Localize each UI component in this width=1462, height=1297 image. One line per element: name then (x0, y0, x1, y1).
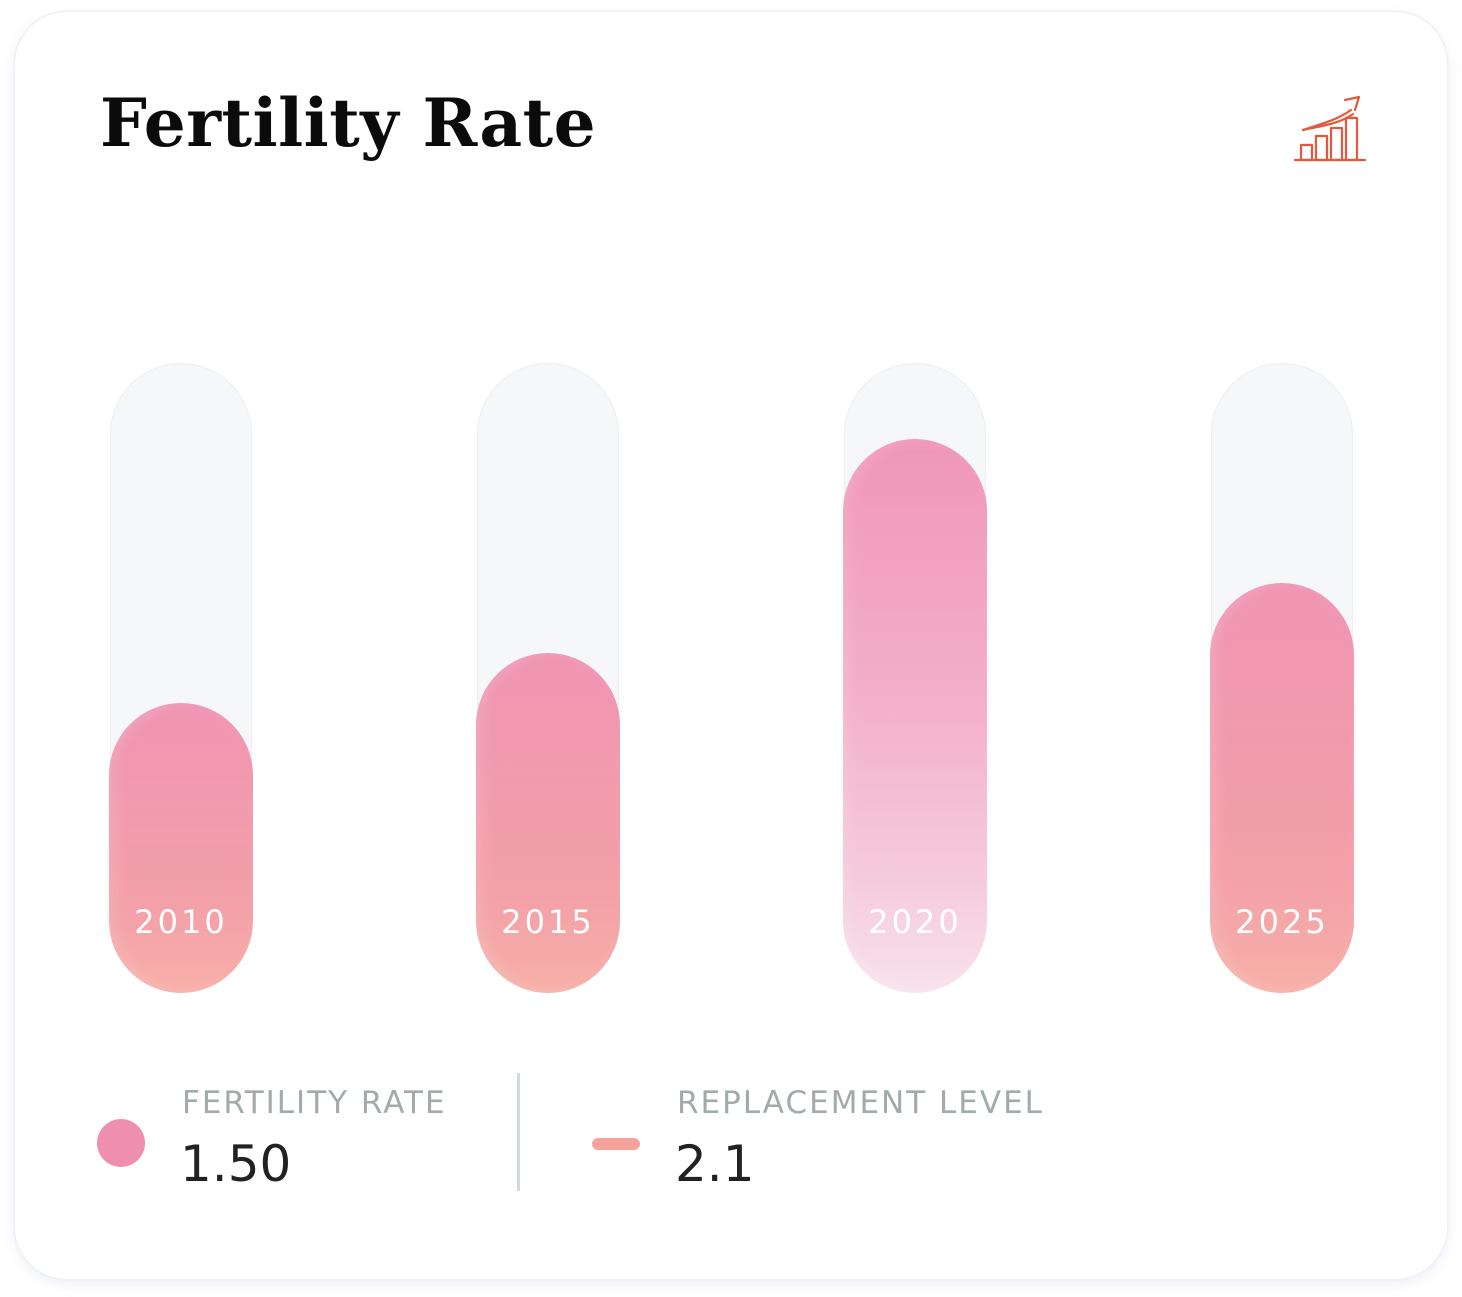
bar-2020[interactable]: 2020 (843, 439, 987, 993)
replacement-level-legend-line (592, 1138, 640, 1150)
legend-divider (517, 1073, 520, 1191)
bar-chart: 2010 2015 2020 2025 (15, 12, 1447, 1279)
bar-label-2010: 2010 (134, 903, 228, 941)
bar-2010[interactable]: 2010 (109, 703, 253, 993)
bar-label-2015: 2015 (501, 903, 595, 941)
card-title: Fertility Rate (100, 84, 597, 162)
fertility-rate-legend-label: FERTILITY RATE (182, 1085, 447, 1121)
growth-chart-icon[interactable] (1293, 94, 1369, 166)
bar-2025[interactable]: 2025 (1210, 583, 1354, 993)
fertility-rate-legend-dot (97, 1119, 145, 1167)
bar-label-2020: 2020 (868, 903, 962, 941)
replacement-level-value: 2.1 (675, 1135, 755, 1193)
replacement-level-legend-label: REPLACEMENT LEVEL (677, 1085, 1044, 1121)
fertility-rate-value: 1.50 (180, 1135, 292, 1193)
bar-label-2025: 2025 (1235, 903, 1329, 941)
bar-2015[interactable]: 2015 (476, 653, 620, 993)
legend: FERTILITY RATE 1.50 REPLACEMENT LEVEL 2.… (15, 1067, 1447, 1207)
fertility-rate-card: Fertility Rate 2010 2015 2020 2025 FERTILIT… (15, 12, 1447, 1279)
